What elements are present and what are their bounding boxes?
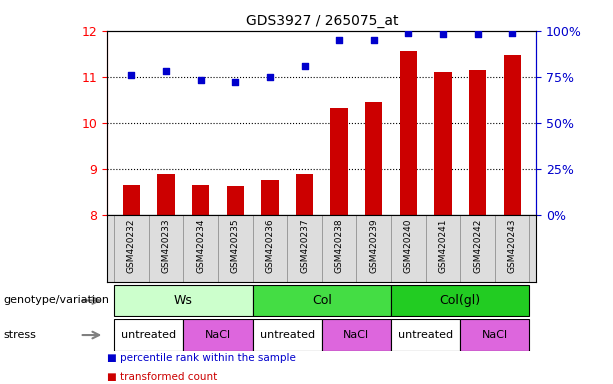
Bar (183, 319, 253, 351)
Text: ■ percentile rank within the sample: ■ percentile rank within the sample (107, 353, 296, 363)
Bar (460, 319, 530, 351)
Text: GSM420232: GSM420232 (127, 218, 136, 273)
Bar (114, 319, 183, 351)
Text: GSM420234: GSM420234 (196, 218, 205, 273)
Bar (296, 174, 313, 215)
Text: NaCl: NaCl (482, 330, 508, 340)
Text: NaCl: NaCl (205, 330, 231, 340)
Point (403, 30, 413, 36)
Bar (391, 285, 530, 316)
Text: GSM420233: GSM420233 (162, 218, 170, 273)
Point (334, 37, 344, 43)
Text: NaCl: NaCl (343, 330, 370, 340)
Bar (192, 185, 210, 215)
Point (369, 37, 379, 43)
Bar (503, 55, 521, 215)
Text: GSM420241: GSM420241 (438, 218, 447, 273)
Point (507, 30, 517, 36)
Text: GSM420240: GSM420240 (404, 218, 413, 273)
Bar (123, 185, 140, 215)
Bar (322, 319, 391, 351)
Bar (158, 174, 175, 215)
Bar (469, 70, 486, 215)
Bar (434, 72, 452, 215)
Point (230, 79, 240, 85)
Text: genotype/variation: genotype/variation (3, 295, 109, 306)
Bar (253, 285, 391, 316)
Point (196, 78, 205, 84)
Text: untreated: untreated (398, 330, 453, 340)
Text: untreated: untreated (121, 330, 177, 340)
Point (438, 31, 448, 38)
Bar (365, 102, 383, 215)
Point (127, 72, 137, 78)
Bar (400, 51, 417, 215)
Bar (330, 108, 348, 215)
Text: ■ transformed count: ■ transformed count (107, 372, 218, 382)
Title: GDS3927 / 265075_at: GDS3927 / 265075_at (246, 14, 398, 28)
Bar (261, 180, 278, 215)
Text: Ws: Ws (174, 294, 193, 307)
Text: GSM420237: GSM420237 (300, 218, 309, 273)
Point (473, 31, 482, 38)
Bar (114, 285, 253, 316)
Point (265, 74, 275, 80)
Bar (253, 319, 322, 351)
Text: untreated: untreated (260, 330, 315, 340)
Text: Col: Col (312, 294, 332, 307)
Text: GSM420239: GSM420239 (369, 218, 378, 273)
Text: GSM420238: GSM420238 (335, 218, 344, 273)
Point (161, 68, 171, 74)
Text: stress: stress (3, 330, 36, 340)
Text: GSM420243: GSM420243 (508, 218, 517, 273)
Point (300, 63, 310, 69)
Text: Col(gl): Col(gl) (440, 294, 481, 307)
Text: GSM420242: GSM420242 (473, 218, 482, 273)
Text: GSM420235: GSM420235 (231, 218, 240, 273)
Text: GSM420236: GSM420236 (265, 218, 275, 273)
Bar (391, 319, 460, 351)
Bar (227, 186, 244, 215)
